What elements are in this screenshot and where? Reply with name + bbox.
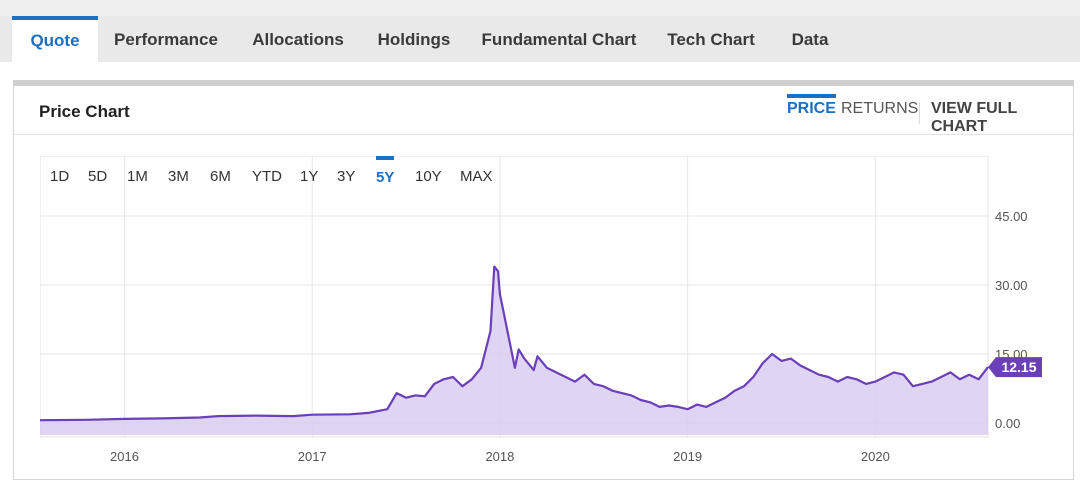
range-1m[interactable]: 1M [127, 168, 148, 185]
last-value-badge-arrow [988, 357, 996, 378]
header-divider [919, 102, 920, 124]
x-tick-label: 2019 [673, 449, 702, 464]
range-10y[interactable]: 10Y [415, 168, 442, 185]
y-tick-label: 45.00 [995, 209, 1028, 224]
tab-fundamental-chart[interactable]: Fundamental Chart [481, 30, 637, 49]
tab-tech-chart[interactable]: Tech Chart [667, 30, 755, 49]
range-3m[interactable]: 3M [168, 168, 189, 185]
last-value-badge [996, 357, 1042, 378]
header-separator [14, 134, 1073, 135]
range-ytd[interactable]: YTD [252, 168, 282, 185]
tab-quote[interactable]: Quote [12, 16, 98, 62]
tab-strip-background [0, 16, 1080, 62]
view-full-chart-link[interactable]: VIEW FULL CHART [931, 100, 1017, 135]
last-value-label: 12.15 [1001, 359, 1036, 375]
tab-performance[interactable]: Performance [114, 30, 218, 49]
price-toggle[interactable]: PRICE [787, 94, 836, 120]
x-tick-label: 2020 [861, 449, 890, 464]
range-1d[interactable]: 1D [50, 168, 70, 185]
range-6m[interactable]: 6M [210, 168, 231, 185]
range-max[interactable]: MAX [460, 168, 493, 185]
range-5y[interactable]: 5Y [376, 156, 395, 186]
x-tick-label: 2017 [298, 449, 327, 464]
range-3y[interactable]: 3Y [337, 168, 356, 185]
series-line [40, 265, 989, 422]
tab-holdings[interactable]: Holdings [377, 30, 451, 49]
range-5d[interactable]: 5D [88, 168, 108, 185]
x-tick-label: 2016 [110, 449, 139, 464]
tab-data[interactable]: Data [791, 30, 829, 49]
series-area [40, 266, 988, 435]
y-tick-label: 30.00 [995, 278, 1028, 293]
tab-bar: Quote Performance Allocations Holdings F… [0, 0, 1080, 62]
returns-toggle[interactable]: RETURNS [841, 100, 919, 117]
range-1y[interactable]: 1Y [300, 168, 319, 185]
y-tick-label: 0.00 [995, 416, 1020, 431]
x-tick-label: 2018 [485, 449, 514, 464]
panel-title: Price Chart [39, 102, 130, 121]
tab-allocations[interactable]: Allocations [252, 30, 344, 49]
